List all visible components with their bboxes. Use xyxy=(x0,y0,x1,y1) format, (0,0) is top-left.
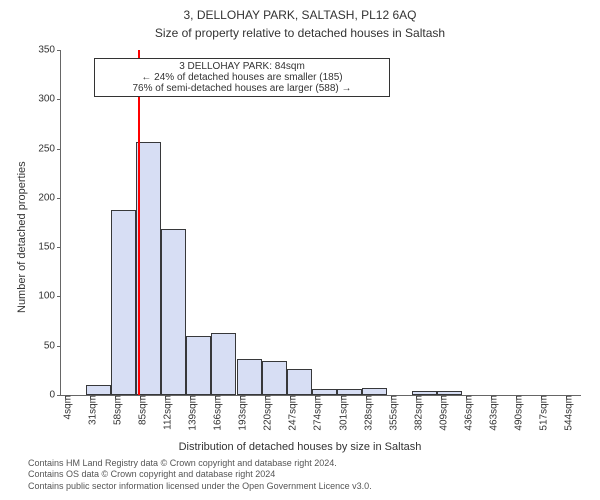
x-tick-label: 517sqm xyxy=(533,395,550,431)
annotation-box: 3 DELLOHAY PARK: 84sqm← 24% of detached … xyxy=(94,58,390,97)
plot-area: 0501001502002503003504sqm31sqm58sqm85sqm… xyxy=(60,50,581,396)
x-tick-label: 4sqm xyxy=(56,395,73,419)
histogram-bar xyxy=(211,333,236,395)
y-tick-mark xyxy=(57,99,61,100)
histogram-bar xyxy=(287,369,312,395)
annotation-line: 76% of semi-detached houses are larger (… xyxy=(101,83,383,94)
x-tick-label: 31sqm xyxy=(81,395,98,425)
histogram-bar xyxy=(86,385,111,395)
chart-title-line1: 3, DELLOHAY PARK, SALTASH, PL12 6AQ xyxy=(0,8,600,22)
histogram-bar xyxy=(312,389,337,395)
footer-text: Contains HM Land Registry data © Crown c… xyxy=(28,458,372,492)
footer-line: Contains OS data © Crown copyright and d… xyxy=(28,469,372,480)
histogram-bar xyxy=(262,361,287,396)
histogram-bar xyxy=(186,336,211,395)
x-tick-label: 301sqm xyxy=(332,395,349,431)
histogram-bar xyxy=(161,229,186,395)
y-tick-mark xyxy=(57,198,61,199)
y-tick-mark xyxy=(57,247,61,248)
x-tick-label: 382sqm xyxy=(407,395,424,431)
x-tick-label: 463sqm xyxy=(482,395,499,431)
marker-line xyxy=(138,50,140,395)
y-tick-mark xyxy=(57,346,61,347)
annotation-line: ← 24% of detached houses are smaller (18… xyxy=(101,72,383,83)
histogram-bar xyxy=(412,391,437,395)
x-tick-label: 328sqm xyxy=(357,395,374,431)
x-tick-label: 490sqm xyxy=(508,395,525,431)
x-tick-label: 193sqm xyxy=(232,395,249,431)
x-tick-label: 247sqm xyxy=(282,395,299,431)
chart-container: 3, DELLOHAY PARK, SALTASH, PL12 6AQ Size… xyxy=(0,0,600,500)
x-tick-label: 166sqm xyxy=(207,395,224,431)
chart-title-line2: Size of property relative to detached ho… xyxy=(0,26,600,40)
y-axis-label: Number of detached properties xyxy=(16,161,28,313)
histogram-bar xyxy=(111,210,136,395)
y-tick-mark xyxy=(57,50,61,51)
x-tick-label: 85sqm xyxy=(131,395,148,425)
histogram-bar xyxy=(337,389,362,395)
footer-line: Contains public sector information licen… xyxy=(28,481,372,492)
annotation-line: 3 DELLOHAY PARK: 84sqm xyxy=(101,61,383,72)
x-tick-label: 220sqm xyxy=(257,395,274,431)
x-axis-label: Distribution of detached houses by size … xyxy=(0,441,600,453)
histogram-bar xyxy=(362,388,387,395)
histogram-bar xyxy=(437,391,462,395)
x-tick-label: 58sqm xyxy=(106,395,123,425)
x-tick-label: 139sqm xyxy=(182,395,199,431)
x-tick-label: 436sqm xyxy=(457,395,474,431)
x-tick-label: 355sqm xyxy=(382,395,399,431)
footer-line: Contains HM Land Registry data © Crown c… xyxy=(28,458,372,469)
y-tick-mark xyxy=(57,296,61,297)
x-tick-label: 112sqm xyxy=(157,395,174,430)
histogram-bar xyxy=(237,359,262,395)
x-tick-label: 274sqm xyxy=(307,395,324,431)
y-tick-mark xyxy=(57,149,61,150)
x-tick-label: 544sqm xyxy=(558,395,575,431)
x-tick-label: 409sqm xyxy=(432,395,449,431)
